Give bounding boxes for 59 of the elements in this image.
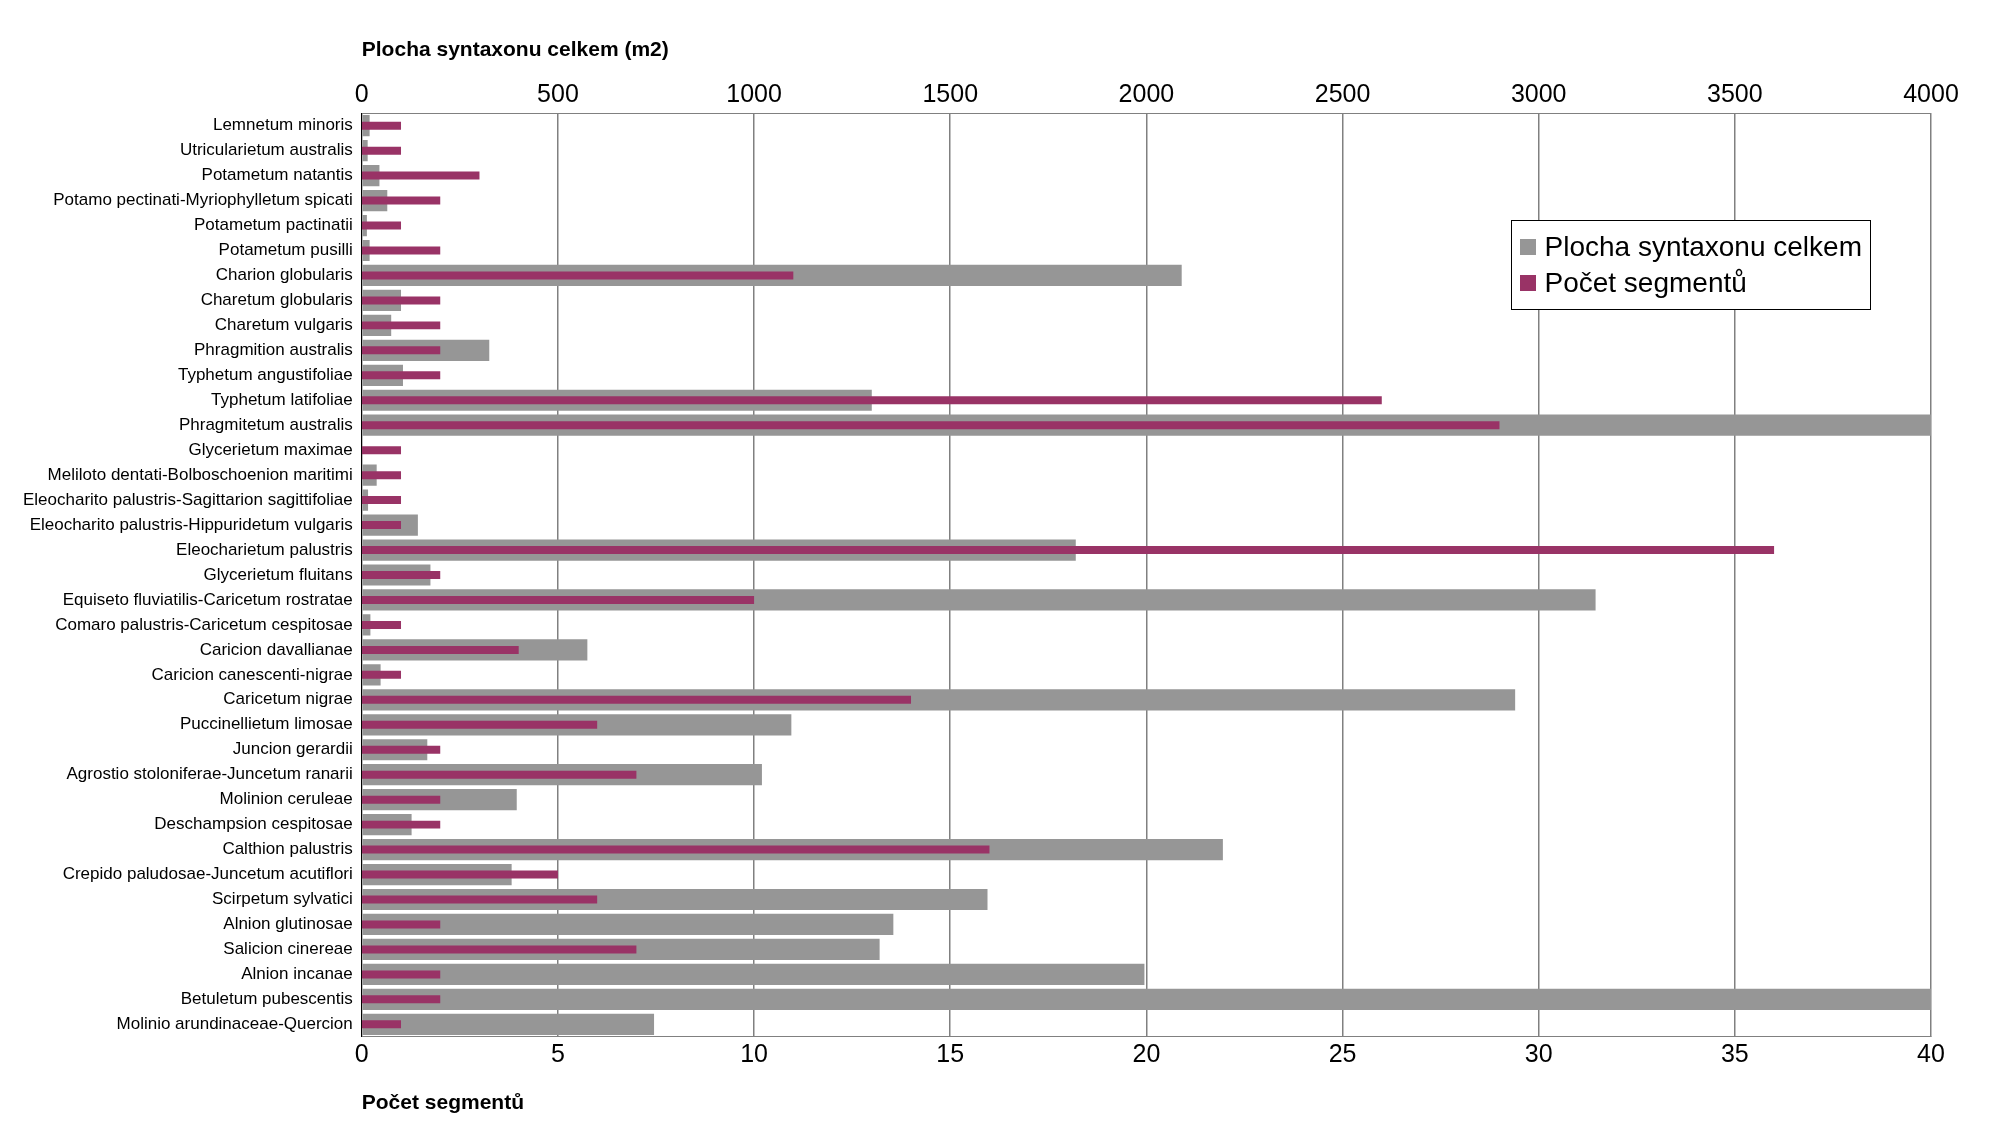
y-tick-label: Potametum pactinatii [194, 215, 353, 235]
x-tick-label: 20 [1132, 1038, 1161, 1067]
x2-tick-label: 3000 [1510, 79, 1567, 108]
y-tick-label: Molinion ceruleae [219, 789, 353, 809]
legend-label: Počet segmentů [1544, 267, 1747, 299]
x2-tick-label: 1500 [922, 79, 979, 108]
x2-tick-label: 0 [354, 79, 369, 108]
y-tick-label: Caricetum nigrae [223, 689, 353, 709]
y-tick-label: Scirpetum sylvatici [212, 889, 353, 909]
y-tick-label: Agrostio stoloniferae-Juncetum ranarii [66, 764, 353, 784]
x-tick-label: 25 [1328, 1038, 1357, 1067]
y-tick-label: Deschampsion cespitosae [154, 814, 353, 834]
x-tick-label: 5 [550, 1038, 565, 1067]
y-tick-label: Meliloto dentati-Bolboschoenion maritimi [47, 464, 353, 484]
y-tick-label: Glycerietum maximae [188, 439, 353, 459]
x-tick-label: 0 [354, 1038, 369, 1067]
y-tick-label: Lemnetum minoris [212, 115, 353, 135]
y-tick-label: Eleocharietum palustris [176, 539, 353, 559]
y-tick-label: Puccinellietum limosae [179, 714, 353, 734]
x-tick-label: 40 [1917, 1038, 1945, 1067]
y-tick-label: Eleocharito palustris-Sagittarion sagittifoliae [22, 489, 353, 509]
x2-tick-label: 3500 [1707, 79, 1763, 108]
y-tick-label: Charetum globularis [200, 290, 353, 310]
y-tick-label: Potamo pectinati-Myriophylletum spicati [53, 190, 353, 210]
y-tick-label: Alnion glutinosae [223, 914, 353, 934]
y-tick-label: Salicion cinereae [223, 939, 353, 959]
y-tick-label: Alnion incanae [241, 964, 353, 984]
x2-tick-label: 2000 [1118, 79, 1175, 108]
y-tick-label: Potametum natantis [201, 165, 353, 185]
legend-label: Plocha syntaxonu celkem [1544, 231, 1862, 263]
y-tick-label: Molinio arundinaceae-Quercion [116, 1014, 353, 1034]
x-axis-title: Počet segmentů [361, 1090, 524, 1114]
x-tick-label: 15 [936, 1038, 965, 1067]
y-tick-label: Eleocharito palustris-Hippuridetum vulgaris [29, 514, 353, 534]
x2-tick-label: 2500 [1314, 79, 1371, 108]
y-tick-label: Phragmition australis [194, 340, 353, 360]
x-tick-label: 35 [1720, 1038, 1749, 1067]
y-tick-label: Glycerietum fluitans [203, 564, 353, 584]
y-tick-label: Utricularietum australis [179, 140, 353, 160]
y-tick-label: Equiseto fluviatilis-Caricetum rostratae [62, 589, 353, 609]
x-tick-label: 30 [1524, 1038, 1553, 1067]
y-tick-label: Caricion canescenti-nigrae [151, 664, 353, 684]
y-tick-label: Phragmitetum australis [178, 414, 353, 434]
x2-tick-label: 1000 [726, 79, 782, 108]
y-tick-label: Crepido paludosae-Juncetum acutiflori [62, 864, 353, 884]
y-tick-label: Potametum pusilli [218, 240, 353, 260]
y-tick-label: Juncion gerardii [232, 739, 353, 759]
y-tick-label: Betuletum pubescentis [180, 989, 353, 1009]
y-tick-label: Comaro palustris-Caricetum cespitosae [55, 614, 353, 634]
y-tick-label: Typhetum latifoliae [211, 389, 353, 409]
y-tick-label: Caricion davallianae [199, 639, 353, 659]
y-tick-label: Typhetum angustifoliae [177, 364, 353, 384]
x2-axis-title: Plocha syntaxonu celkem (m2) [361, 37, 669, 61]
x2-tick-label: 500 [537, 79, 579, 108]
y-tick-label: Calthion palustris [222, 839, 353, 859]
y-tick-label: Charetum vulgaris [214, 315, 353, 335]
x2-tick-label: 4000 [1903, 79, 1959, 108]
y-tick-label: Charion globularis [215, 265, 353, 285]
x-tick-label: 10 [740, 1038, 768, 1067]
